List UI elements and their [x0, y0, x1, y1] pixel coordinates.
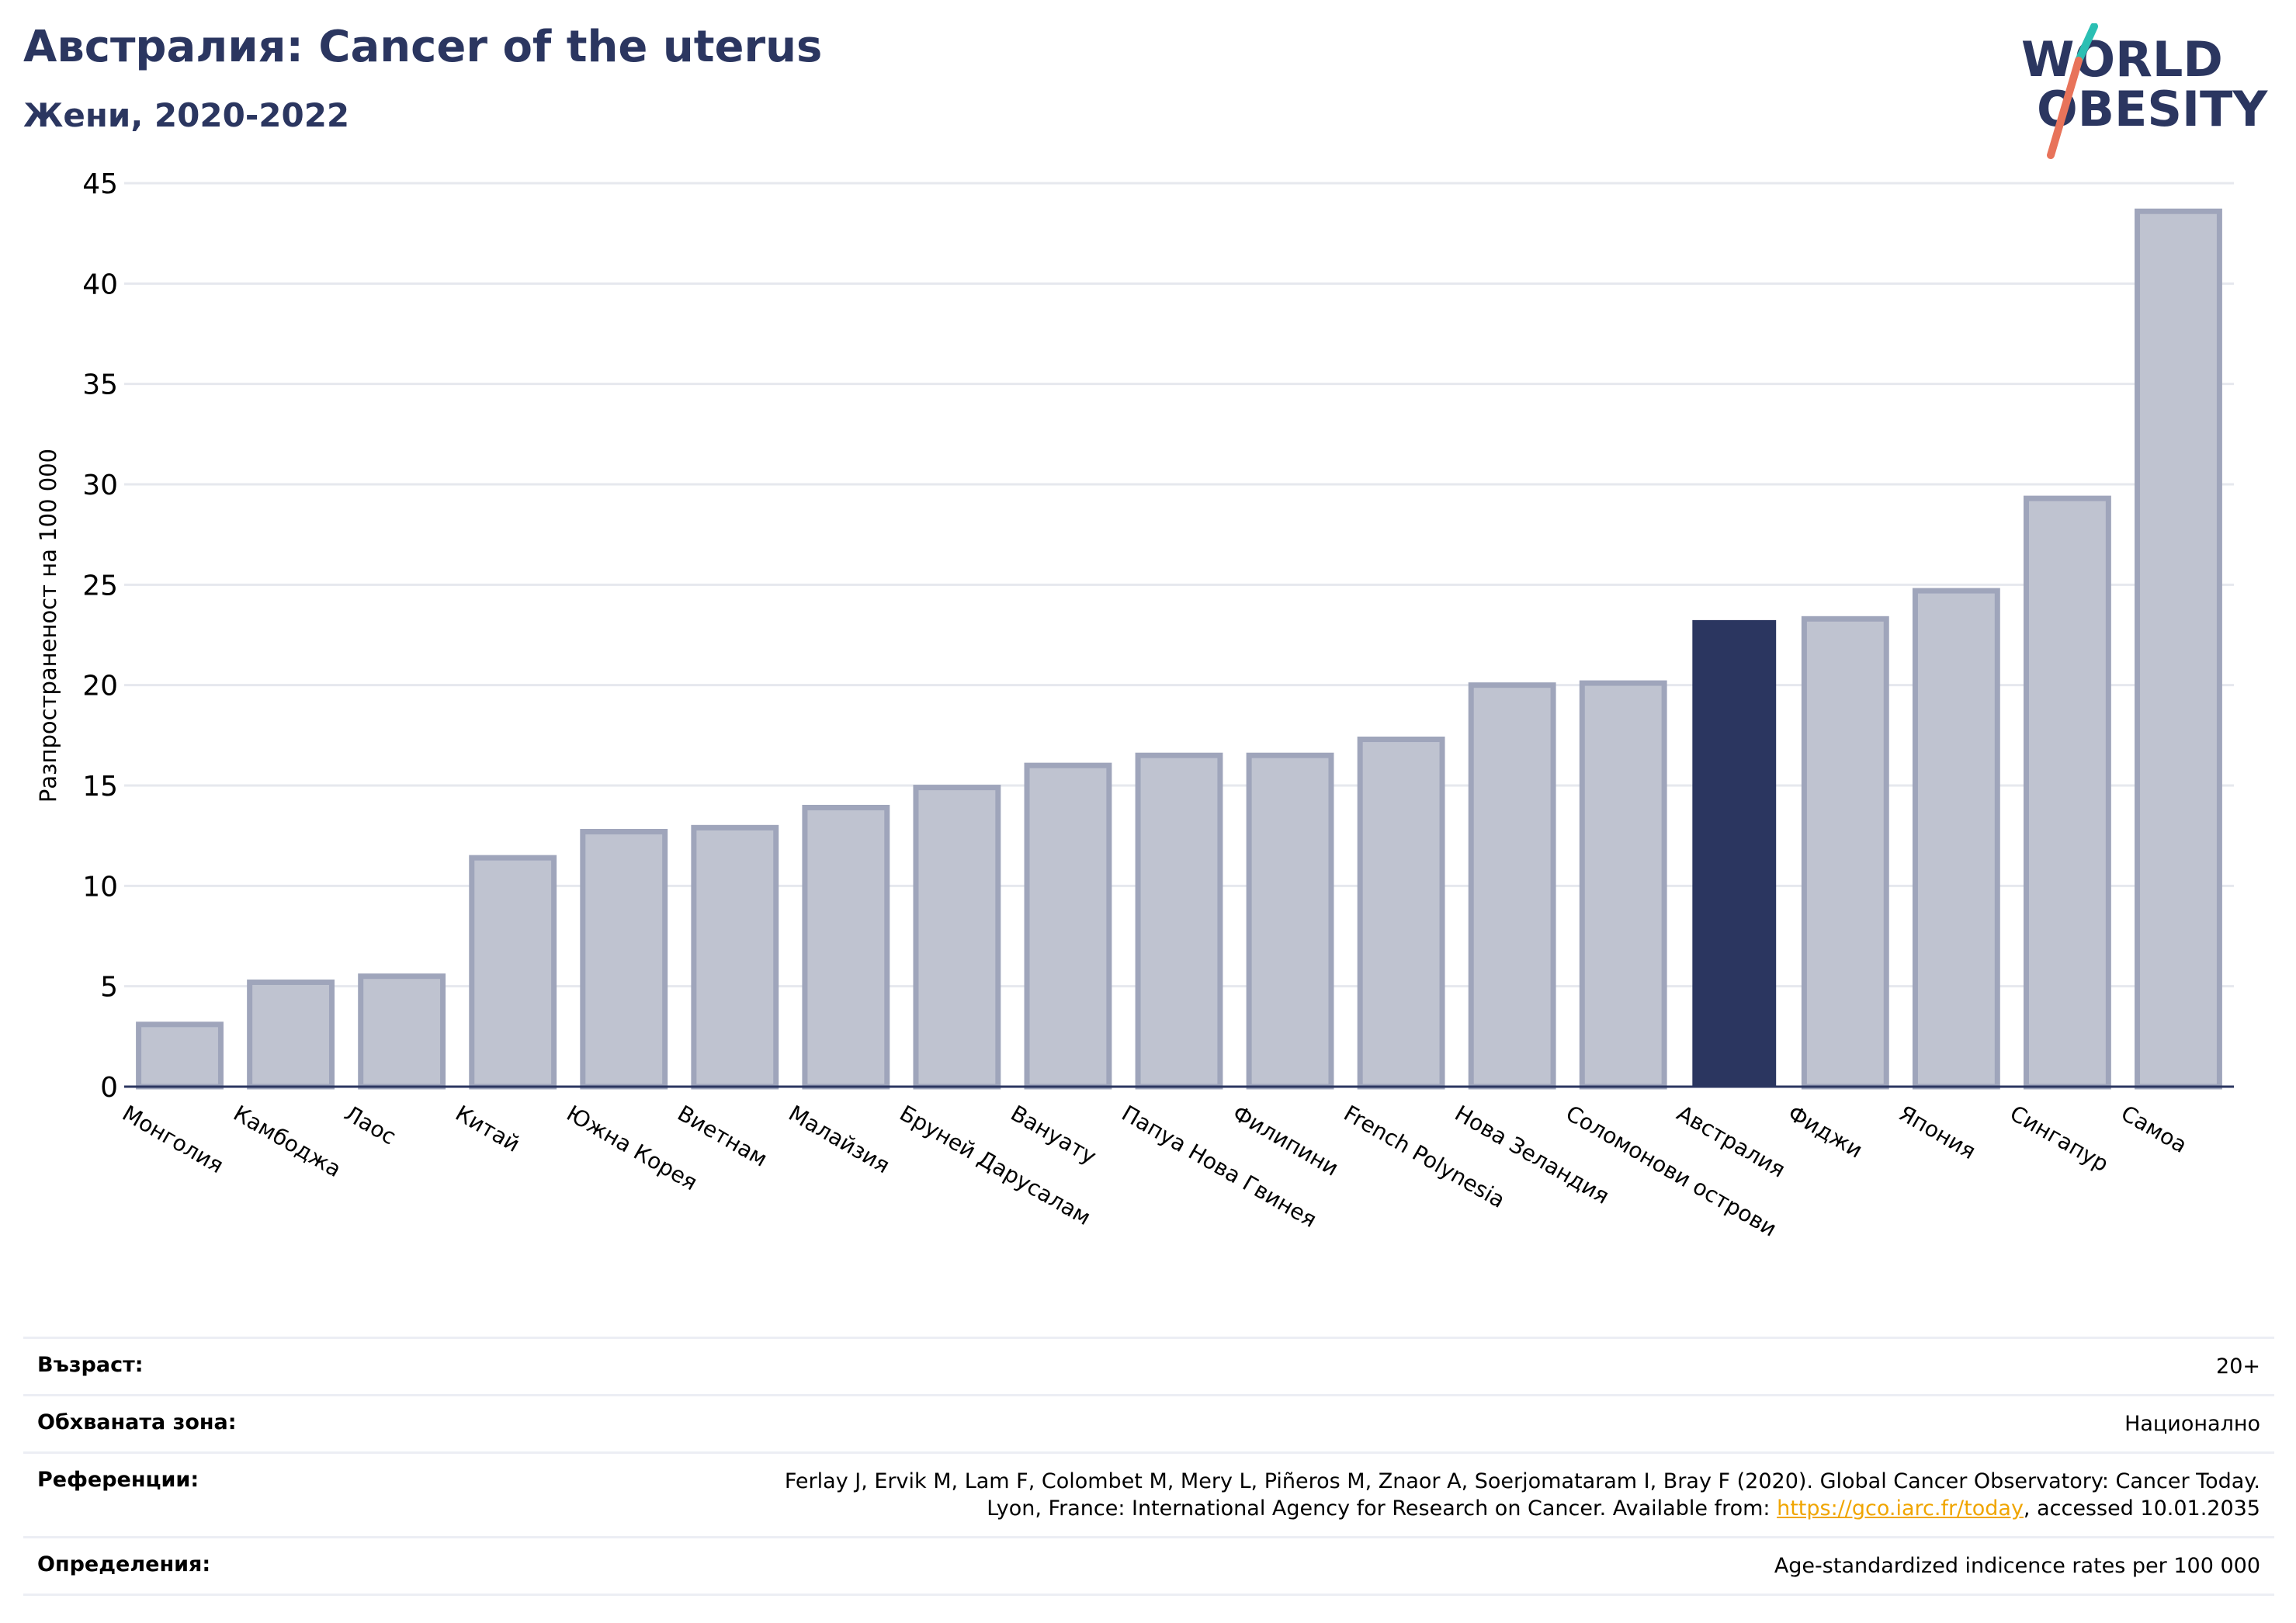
- x-tick-label: Самоа: [2117, 1100, 2191, 1158]
- y-tick-label: 45: [82, 168, 118, 200]
- x-tick-label: Камбоджа: [229, 1100, 345, 1182]
- bar-Монголия: [136, 1021, 224, 1090]
- info-row-references: Референции: Ferlay J, Ervik M, Lam F, Co…: [23, 1451, 2274, 1536]
- references-value: Ferlay J, Ervik M, Lam F, Colombet M, Me…: [785, 1468, 2260, 1522]
- x-tick-label: Папуа Нова Гвинея: [1118, 1100, 1321, 1233]
- x-tick-label: Соломонови острови: [1562, 1100, 1781, 1241]
- chart-title: Австралия: Cancer of the uterus: [23, 22, 823, 72]
- y-tick-label: 40: [82, 269, 118, 300]
- x-tick-label: Фиджи: [1784, 1100, 1868, 1163]
- bar-Вануату: [1024, 762, 1112, 1090]
- x-tick-label: Монголия: [118, 1100, 228, 1178]
- bar-Камбоджа: [247, 979, 335, 1090]
- x-tick-label: Вануату: [1006, 1100, 1101, 1169]
- info-row-age: Възраст: 20+: [23, 1337, 2274, 1394]
- x-tick-label: Бруней Дарусалам: [895, 1100, 1095, 1230]
- y-tick-label: 20: [82, 671, 118, 702]
- definitions-value: Age-standardized indicence rates per 100…: [1774, 1554, 2260, 1579]
- bar-Папуа Нова Гвинея: [1135, 752, 1223, 1090]
- bar-Бруней Дарусалам: [913, 785, 1001, 1090]
- logo-line2: OBESITY: [2037, 81, 2268, 137]
- references-label: Референции:: [37, 1468, 199, 1493]
- bar-Южна Корея: [580, 828, 668, 1090]
- logo-slash-top: [2075, 23, 2098, 64]
- references-line2-pre: Lyon, France: International Agency for R…: [987, 1496, 1777, 1521]
- age-label: Възраст:: [37, 1353, 144, 1377]
- y-tick-label: 10: [82, 871, 118, 903]
- references-link[interactable]: https://gco.iarc.fr/today: [1777, 1496, 2024, 1521]
- y-tick-label: 0: [100, 1072, 118, 1104]
- logo-slash-bottom: [2047, 57, 2083, 159]
- y-tick-label: 5: [100, 972, 118, 1004]
- chart-subtitle: Жени, 2020-2022: [23, 96, 350, 134]
- y-axis-ticks: 0 5 10 15 20 25 30 35 40 45: [82, 168, 118, 1104]
- bar-Виетнам: [691, 824, 779, 1090]
- info-row-definitions: Определения: Age-standardized indicence …: [23, 1536, 2274, 1597]
- bar-Австралия: [1692, 619, 1777, 1087]
- y-tick-label: 35: [82, 369, 118, 401]
- age-value: 20+: [2216, 1354, 2260, 1379]
- world-obesity-logo: WORLD OBESITY: [2021, 23, 2268, 159]
- bars: [136, 208, 2222, 1090]
- bar-Филипини: [1246, 752, 1334, 1090]
- bar-Нова Зеландия: [1468, 682, 1556, 1090]
- y-tick-label: 30: [82, 470, 118, 501]
- definitions-label: Определения:: [37, 1552, 211, 1577]
- area-value: Национално: [2124, 1412, 2260, 1437]
- info-table: Възраст: 20+ Обхваната зона: Национално …: [23, 1337, 2274, 1597]
- bar-Самоа: [2135, 208, 2222, 1090]
- bar-Япония: [1912, 588, 2000, 1090]
- bar-Лаос: [358, 973, 446, 1090]
- x-tick-label: Китай: [451, 1100, 524, 1157]
- y-axis-label: Разпространеност на 100 000: [35, 449, 61, 803]
- bar-Фиджи: [1801, 616, 1889, 1090]
- y-tick-label: 25: [82, 570, 118, 602]
- bar-French Polynesia: [1357, 737, 1445, 1090]
- bar-Китай: [469, 855, 557, 1090]
- references-line1: Ferlay J, Ervik M, Lam F, Colombet M, Me…: [784, 1469, 2260, 1494]
- x-tick-label: Сингапур: [2006, 1100, 2113, 1177]
- bar-Сингапур: [2023, 495, 2111, 1090]
- logo-line1: WORLD: [2021, 31, 2223, 88]
- x-tick-label: Малайзия: [784, 1100, 894, 1178]
- x-tick-label: Япония: [1895, 1100, 1980, 1164]
- x-tick-label: Лаос: [340, 1100, 401, 1150]
- y-tick-label: 15: [82, 771, 118, 803]
- area-label: Обхваната зона:: [37, 1410, 237, 1435]
- bar-Малайзия: [802, 804, 890, 1090]
- bar-Соломонови острови: [1579, 680, 1667, 1090]
- info-row-area: Обхваната зона: Национално: [23, 1394, 2274, 1451]
- x-tick-label: Виетнам: [673, 1100, 772, 1171]
- references-line2-post: , accessed 10.01.2035: [2023, 1496, 2260, 1521]
